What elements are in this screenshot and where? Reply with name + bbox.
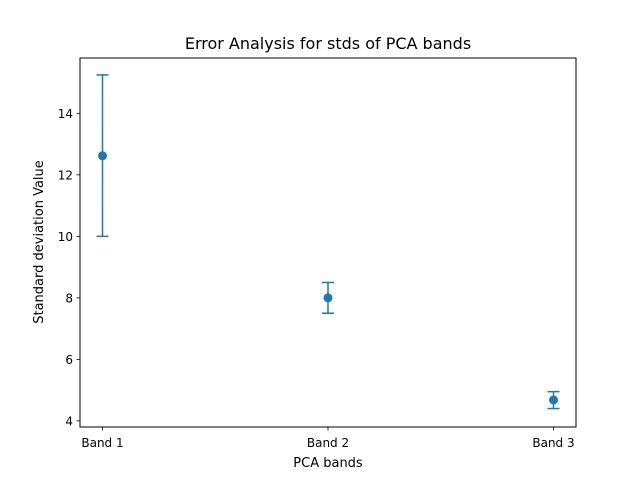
data-point <box>323 293 333 303</box>
plot-area: 4 6 8 10 12 14 Band 1 Band 2 Band 3 <box>58 74 575 450</box>
chart-title: Error Analysis for stds of PCA bands <box>185 34 471 53</box>
y-axis-label: Standard deviation Value <box>32 160 47 324</box>
x-tick-label: Band 2 <box>307 436 349 450</box>
y-tick-label: 12 <box>58 168 73 182</box>
data-point <box>549 395 558 405</box>
x-tick-label: Band 3 <box>532 436 574 450</box>
axes-frame <box>79 57 577 428</box>
y-tick-label: 8 <box>65 291 73 305</box>
y-tick-label: 10 <box>58 230 73 244</box>
y-tick-label: 4 <box>65 414 73 428</box>
x-axis-label: PCA bands <box>293 456 363 471</box>
y-tick-label: 6 <box>65 353 73 367</box>
x-tick-label: Band 1 <box>81 436 123 450</box>
data-point <box>98 151 107 161</box>
y-tick-label: 14 <box>58 107 73 121</box>
